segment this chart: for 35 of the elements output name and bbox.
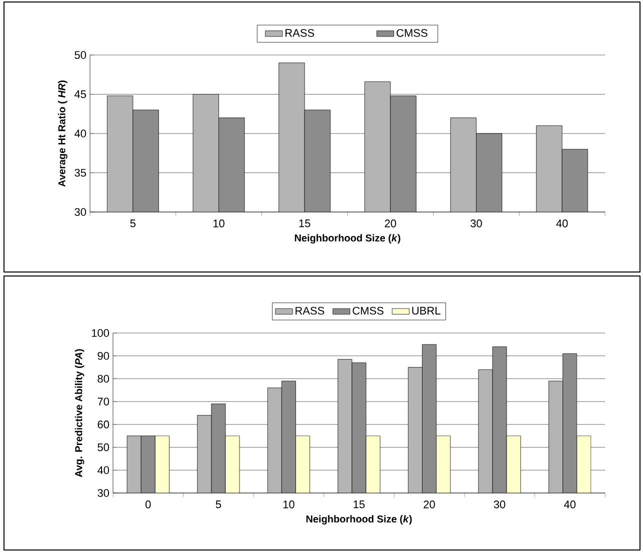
- x-axis-title: Neighborhood Size (k): [294, 234, 400, 244]
- y-tick-label: 40: [97, 466, 110, 474]
- x-tick-label: 20: [384, 220, 396, 228]
- x-tick-label: 0: [146, 500, 151, 508]
- x-tick-label: 30: [494, 500, 506, 508]
- y-tick-label: 100: [92, 329, 110, 337]
- x-axis-title: Neighborhood Size (k): [306, 515, 412, 525]
- x-tick-label: 40: [556, 220, 568, 228]
- x-tick-label: 40: [564, 500, 576, 508]
- x-tick-label: 10: [283, 500, 294, 508]
- legend-label: CMSS: [352, 306, 384, 315]
- y-tick-label: 40: [74, 130, 86, 138]
- y-tick-label: 50: [98, 443, 110, 452]
- y-tick-label: 80: [98, 374, 110, 383]
- y-tick-label: 60: [98, 420, 110, 428]
- y-tick-label: 45: [74, 90, 86, 98]
- y-tick-label: 90: [98, 352, 110, 360]
- x-tick-label: 15: [354, 500, 365, 508]
- legend-label: CMSS: [396, 29, 428, 37]
- x-tick-label: 10: [213, 220, 224, 228]
- x-tick-label: 5: [130, 220, 136, 228]
- y-tick-label: 70: [98, 398, 110, 406]
- y-axis-title: Avg. Predictive Ability (PA): [74, 349, 84, 478]
- legend-label: RASS: [286, 29, 314, 37]
- x-tick-label: 15: [299, 220, 310, 228]
- x-tick-label: 20: [424, 500, 435, 508]
- legend-label: UBRL: [412, 306, 440, 315]
- x-tick-label: 5: [216, 500, 222, 508]
- x-tick-label: 30: [470, 220, 482, 228]
- y-axis-title: Average Ht Ratio ( HR): [58, 80, 68, 187]
- y-tick-label: 35: [74, 168, 86, 177]
- y-tick-label: 50: [74, 51, 86, 59]
- y-tick-label: 30: [98, 489, 110, 497]
- legend-label: RASS: [296, 306, 324, 315]
- y-tick-label: 30: [74, 208, 86, 216]
